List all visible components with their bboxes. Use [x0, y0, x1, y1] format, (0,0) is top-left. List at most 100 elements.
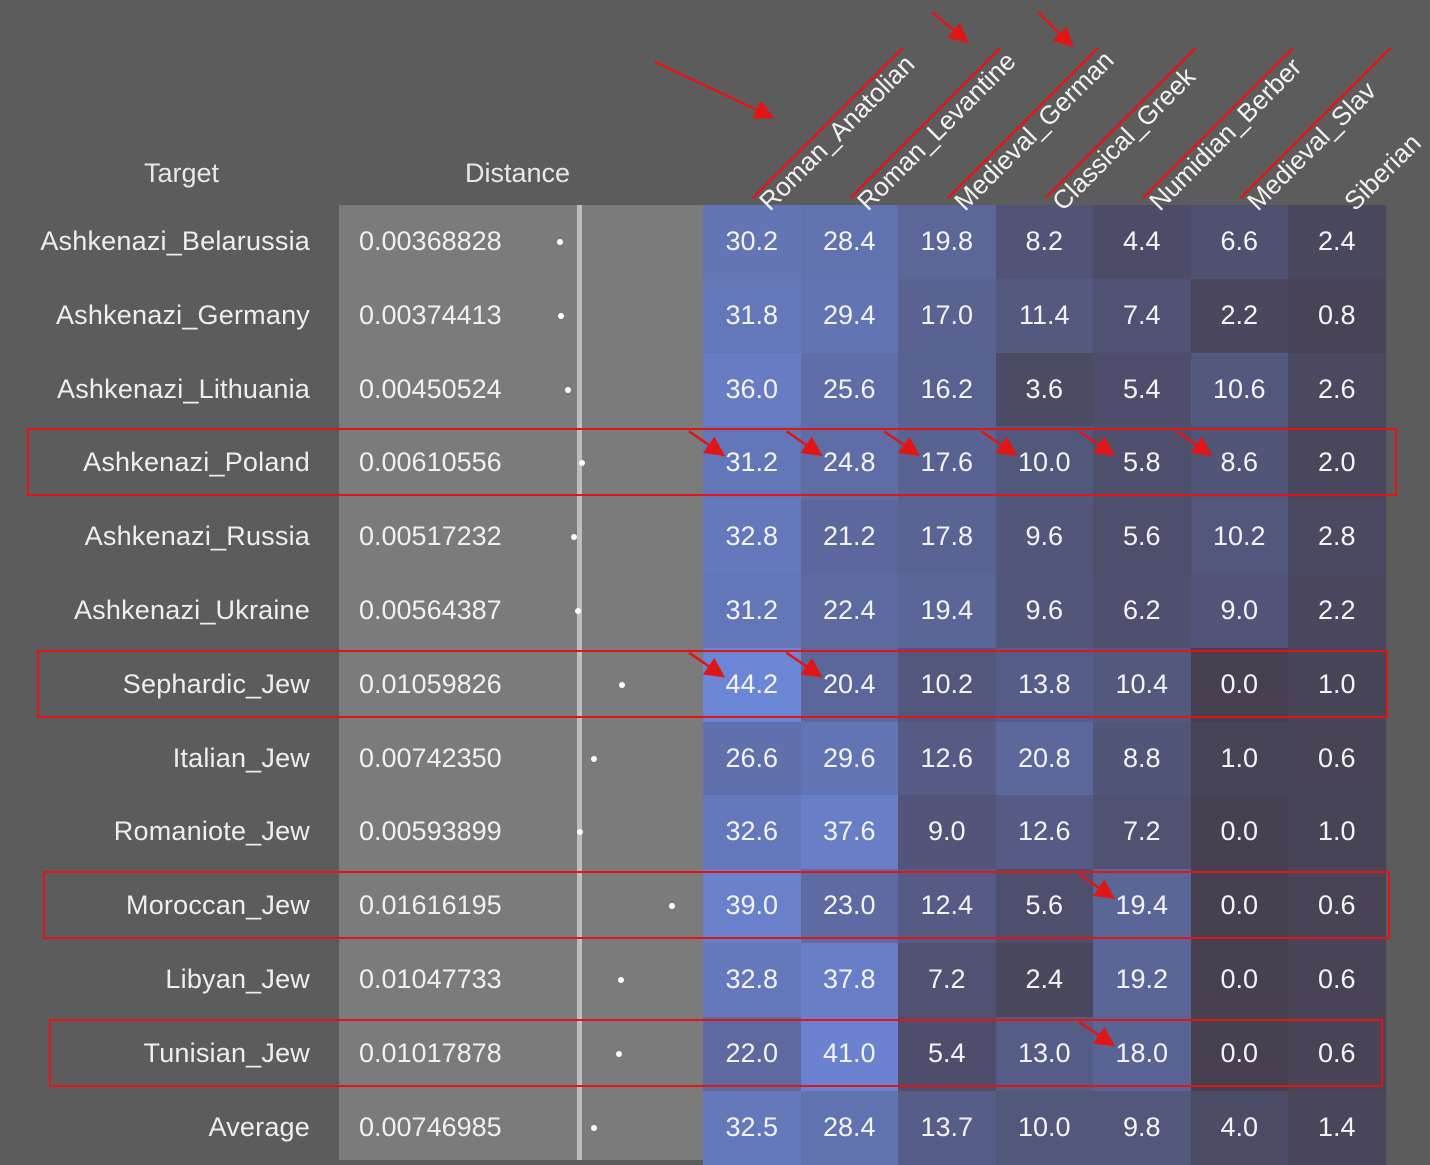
distance-value: 0.01616195: [359, 890, 502, 921]
cell-value: 28.4: [822, 1111, 876, 1142]
heatmap-cell: [995, 869, 1094, 944]
heatmap-cell: [898, 1090, 996, 1165]
target-label: Tunisian_Jew: [143, 1037, 310, 1068]
cell-value: 32.5: [725, 1111, 779, 1142]
cell-value: 9.0: [927, 816, 966, 847]
heatmap-cell: [800, 721, 899, 796]
heatmap-cell: [1288, 426, 1386, 501]
heatmap-cell: [1093, 795, 1191, 870]
column-underline: [1044, 47, 1197, 199]
heatmap-cell: [995, 721, 1094, 796]
cell-value: 10.4: [1115, 668, 1169, 699]
target-label: Sephardic_Jew: [122, 668, 310, 699]
cell-value: 2.2: [1317, 595, 1356, 625]
cell-arrow: [1078, 1020, 1116, 1047]
cell-arrow: [980, 430, 1018, 457]
heatmap-cell: [703, 721, 801, 796]
row-highlight-box: [43, 871, 1390, 939]
distance-dot: [615, 1050, 622, 1057]
distance-value: 0.00564387: [359, 594, 502, 625]
distance-value: 0.00742350: [359, 742, 502, 773]
cell-value: 13.8: [1017, 668, 1071, 699]
cell-arrow: [1175, 430, 1213, 457]
heatmap-cell: [1093, 1090, 1191, 1165]
cell-value: 0.0: [1220, 668, 1259, 699]
heatmap-cell: [1190, 205, 1289, 280]
distance-panel: [339, 205, 703, 1160]
heatmap-cell: [703, 352, 801, 427]
heatmap-cell: [800, 500, 899, 575]
heatmap-cell: [898, 1016, 996, 1092]
heatmap-cell: [898, 500, 996, 575]
cell-value: 5.4: [927, 1037, 966, 1068]
cell-value: 19.4: [1115, 890, 1169, 921]
cell-value: 9.6: [1025, 521, 1064, 552]
cell-value: 8.8: [1122, 742, 1161, 773]
heatmap-cell: [800, 278, 899, 354]
cell-value: 19.4: [920, 595, 974, 625]
heatmap-cell: [995, 500, 1094, 575]
cell-value: 6.2: [1122, 595, 1161, 625]
heatmap-cell: [995, 352, 1094, 427]
cell-value: 26.6: [725, 742, 779, 773]
heatmap-cell: [703, 869, 801, 944]
cell-value: 9.0: [1220, 595, 1259, 625]
heatmap-cell: [1190, 1090, 1289, 1165]
heatmap-cell: [1190, 647, 1289, 723]
target-column-header: Target: [144, 158, 220, 188]
cell-arrow: [688, 430, 726, 457]
cell-value: 11.4: [1018, 299, 1070, 330]
heatmap-cell: [995, 943, 1094, 1018]
cell-value: 6.6: [1220, 226, 1259, 256]
distance-dot: [578, 460, 585, 467]
column-underline: [849, 47, 1002, 199]
heatmap-cell: [703, 205, 801, 280]
cell-value: 29.6: [822, 742, 876, 773]
heatmap-cell: [898, 869, 996, 944]
cell-value: 44.2: [725, 668, 779, 699]
heatmap-cell: [1190, 795, 1289, 870]
row-highlight-box: [37, 649, 1388, 718]
cell-arrow: [883, 430, 921, 457]
cell-value: 2.2: [1220, 299, 1259, 330]
distance-column-header: Distance: [465, 158, 571, 188]
heatmap-cell: [898, 352, 996, 427]
heatmap-cell: [1288, 869, 1386, 944]
heatmap-cell: [1288, 943, 1386, 1018]
distance-dot: [591, 1124, 598, 1131]
row-highlight-box: [49, 1018, 1383, 1087]
cell-value: 22.4: [822, 595, 876, 625]
heatmap-cell: [898, 278, 996, 354]
cell-value: 0.6: [1317, 742, 1356, 773]
column-underline: [752, 47, 904, 199]
cell-value: 10.6: [1212, 373, 1266, 404]
cell-value: 20.8: [1017, 742, 1071, 773]
heatmap-cell: [1288, 721, 1386, 796]
heatmap-cell: [800, 352, 899, 427]
cell-value: 31.2: [725, 595, 779, 625]
distance-dot: [618, 976, 625, 983]
cell-value: 10.0: [1017, 1111, 1071, 1142]
row-highlight-box: [27, 428, 1397, 497]
heatmap-cell: [1093, 574, 1191, 649]
distance-value: 0.00450524: [359, 373, 502, 404]
distance-dot: [557, 238, 564, 245]
distance-value: 0.01047733: [359, 963, 502, 994]
heatmap-cell: [703, 795, 801, 870]
cell-value: 1.4: [1317, 1111, 1356, 1142]
header-arrow: [654, 60, 775, 119]
heatmap-cell: [1190, 721, 1289, 796]
target-label: Libyan_Jew: [165, 963, 310, 994]
cell-value: 7.4: [1122, 299, 1161, 330]
cell-value: 0.6: [1317, 1037, 1356, 1068]
heatmap-cell: [1093, 647, 1191, 723]
target-label: Moroccan_Jew: [126, 890, 310, 921]
heatmap-cell: [1288, 500, 1386, 575]
cell-arrow: [1078, 873, 1116, 899]
cell-value: 2.4: [1317, 226, 1356, 256]
cell-arrow: [785, 651, 823, 678]
cell-value: 1.0: [1220, 742, 1259, 773]
cell-value: 5.6: [1025, 890, 1064, 921]
cell-value: 10.0: [1017, 447, 1071, 478]
cell-value: 2.0: [1317, 447, 1356, 478]
